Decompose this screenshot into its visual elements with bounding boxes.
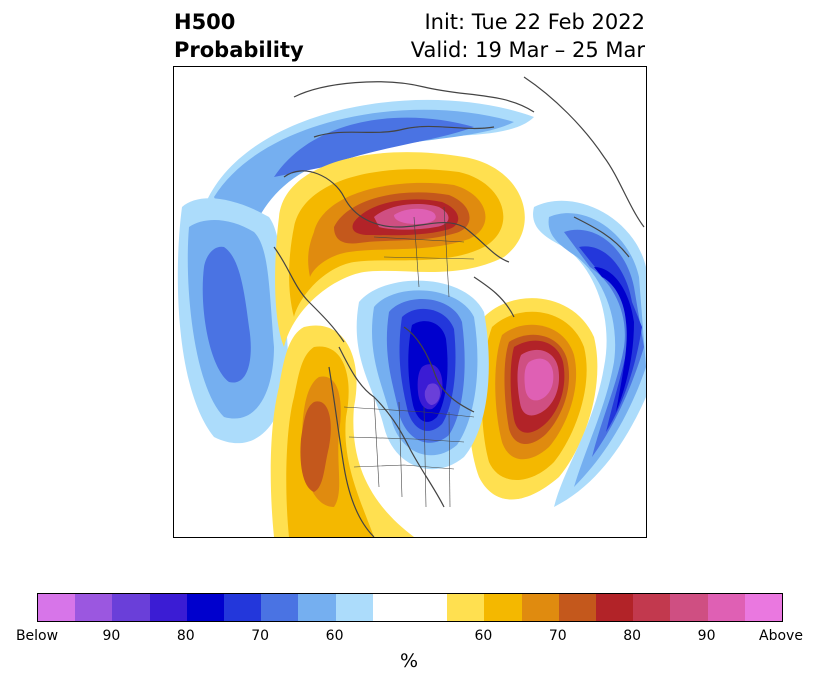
colorbar-segment <box>410 594 448 621</box>
colorbar-tick-label: 80 <box>176 628 195 644</box>
colorbar-segment <box>744 594 783 621</box>
colorbar-segment <box>75 594 113 621</box>
colorbar-tick-label: 60 <box>474 628 493 644</box>
colorbar-segment <box>447 594 485 621</box>
map-panel <box>173 66 647 538</box>
colorbar-segment <box>38 594 76 621</box>
central-us-below-center <box>356 280 489 470</box>
colorbar-segment <box>558 594 597 621</box>
map-title-right: Init: Tue 22 Feb 2022 Valid: 19 Mar – 25… <box>411 8 645 64</box>
colorbar-tick-label: 60 <box>325 628 344 644</box>
pacific-below-region <box>177 198 289 444</box>
colorbar-segment <box>224 594 262 621</box>
colorbar-segment <box>633 594 671 621</box>
east-atlantic-below-band <box>533 200 646 507</box>
colorbar-segment <box>186 594 225 621</box>
colorbar-tick-label: 70 <box>548 628 567 644</box>
colorbar-segment <box>670 594 708 621</box>
colorbar-segment <box>149 594 187 621</box>
coastlines <box>273 76 645 537</box>
arctic-below-band <box>204 99 534 267</box>
map-title-left: H500 Probability <box>174 8 304 64</box>
title-valid-range: Valid: 19 Mar – 25 Mar <box>410 38 645 62</box>
colorbar-segment <box>335 594 373 621</box>
probability-map <box>177 76 646 537</box>
north-canada-above-center <box>275 152 525 347</box>
colorbar-segment <box>521 594 559 621</box>
colorbar-segment <box>261 594 299 621</box>
colorbar-segment <box>707 594 745 621</box>
title-init-date: Init: Tue 22 Feb 2022 <box>424 10 645 34</box>
colorbar-tick-label: Below <box>15 628 59 644</box>
colorbar-tick-label: 90 <box>102 628 121 644</box>
colorbar-segment <box>112 594 150 621</box>
atlantic-above-center <box>468 298 598 500</box>
colorbar-tick-label: 80 <box>623 628 642 644</box>
colorbar-segment <box>298 594 336 621</box>
colorbar-segment <box>596 594 634 621</box>
colorbar-segment <box>484 594 522 621</box>
colorbar-segment <box>372 594 411 621</box>
title-product: Probability <box>174 38 304 62</box>
colorbar-tick-label: 90 <box>697 628 716 644</box>
title-variable: H500 <box>174 10 236 34</box>
colorbar-tick-label: Above <box>759 628 803 644</box>
colorbar-unit-label: % <box>399 650 419 672</box>
country-borders <box>343 206 475 508</box>
colorbar-tick-label: 70 <box>251 628 270 644</box>
colorbar <box>37 593 783 622</box>
western-us-above-region <box>270 325 414 537</box>
